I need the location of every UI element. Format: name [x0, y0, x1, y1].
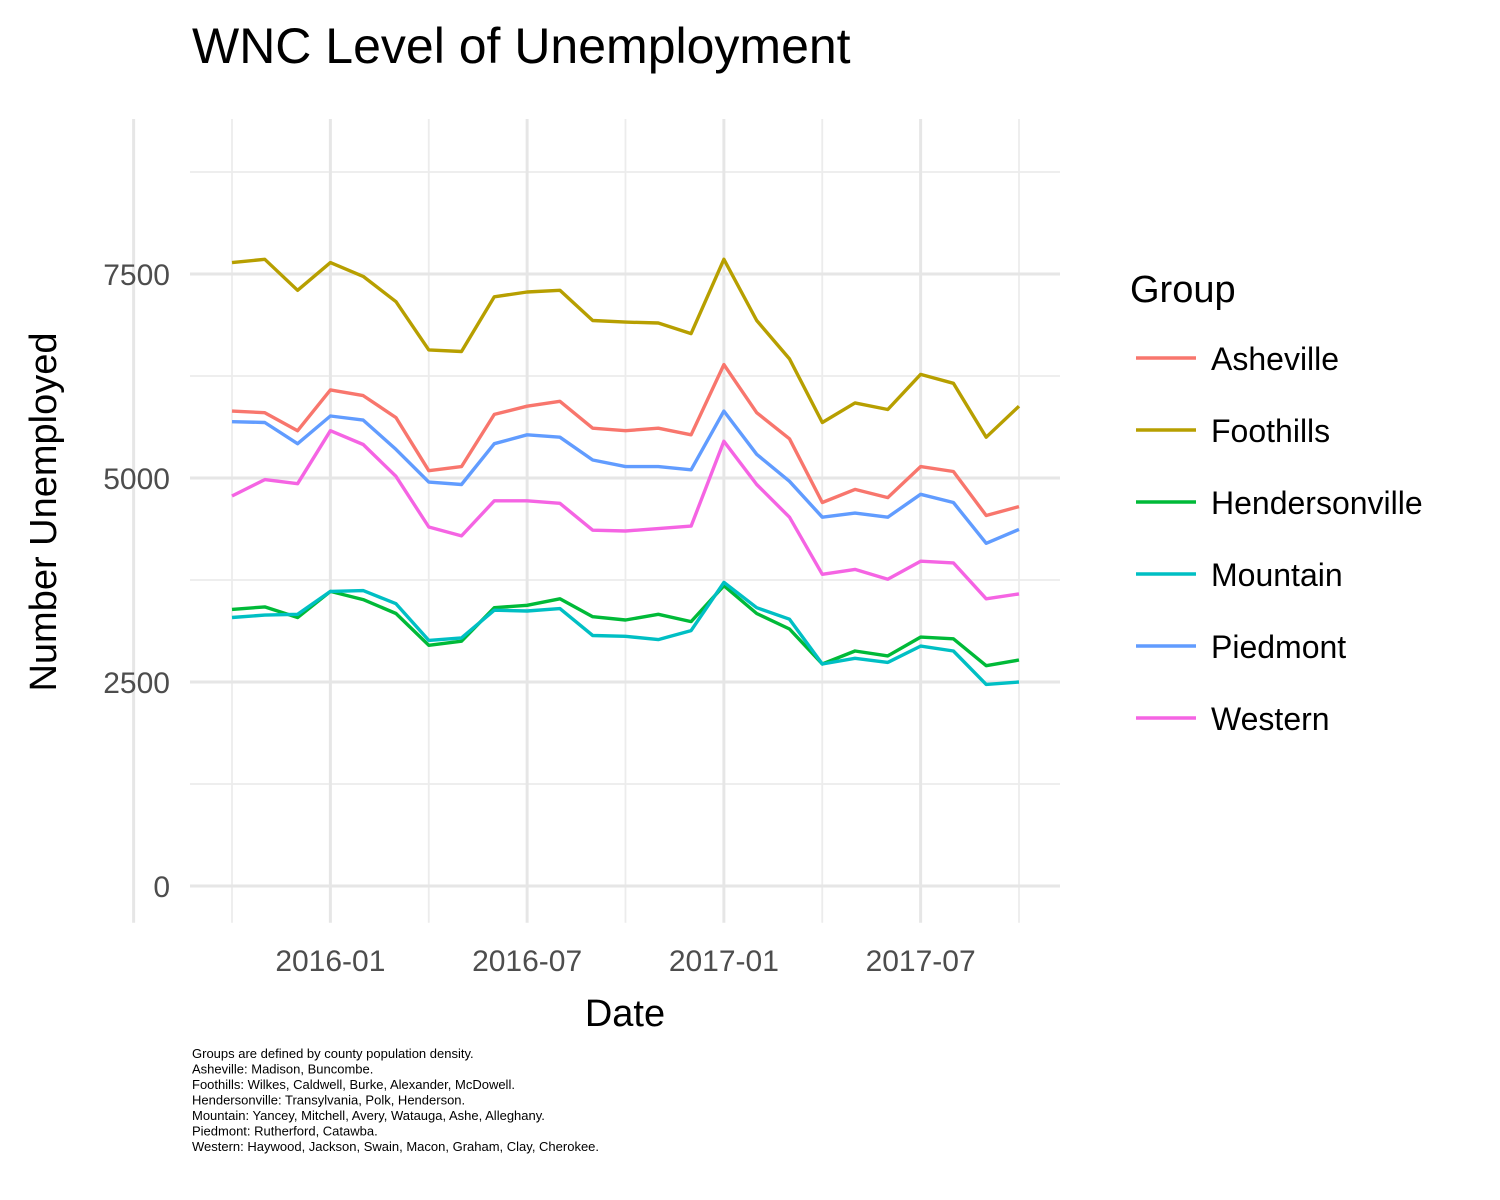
- legend-label-mountain: Mountain: [1211, 557, 1343, 593]
- series-line-piedmont: [231, 409, 1020, 545]
- x-tick-label: 2016-01: [275, 945, 385, 978]
- y-tick-label: 2500: [103, 667, 170, 700]
- legend-items: Asheville Foothills Hendersonville Mountain…: [1136, 341, 1423, 737]
- caption-line: Western: Haywood, Jackson, Swain, Macon,…: [192, 1139, 599, 1154]
- series-line-asheville: [231, 362, 1020, 518]
- minor-gridlines-x: [231, 118, 1020, 923]
- y-tick-label: 5000: [103, 463, 170, 496]
- legend-label-asheville: Asheville: [1211, 341, 1339, 377]
- caption-line: Mountain: Yancey, Mitchell, Avery, Watau…: [192, 1108, 545, 1123]
- plot-panel: [132, 118, 1060, 923]
- legend-label-hendersonville: Hendersonville: [1211, 485, 1423, 521]
- caption-line: Groups are defined by county population …: [192, 1046, 474, 1061]
- x-axis-title: Date: [585, 993, 665, 1035]
- y-tick-label: 0: [153, 871, 170, 904]
- legend-title: Group: [1130, 269, 1236, 311]
- series-line-foothills: [231, 257, 1021, 439]
- legend-label-piedmont: Piedmont: [1211, 629, 1346, 665]
- caption: Groups are defined by county population …: [192, 1046, 599, 1154]
- caption-line: Foothills: Wilkes, Caldwell, Burke, Alex…: [192, 1077, 515, 1092]
- caption-line: Piedmont: Rutherford, Catawba.: [192, 1124, 378, 1139]
- chart-title: WNC Level of Unemployment: [192, 18, 851, 74]
- x-tick-label: 2017-07: [866, 945, 976, 978]
- y-axis-tick-labels: 0 2500 5000 7500: [103, 259, 170, 904]
- y-tick-label: 7500: [103, 259, 170, 292]
- series-line-western: [231, 429, 1020, 601]
- major-gridlines-y: [190, 272, 1060, 888]
- caption-line: Asheville: Madison, Buncombe.: [192, 1062, 373, 1077]
- series-line-hendersonville: [231, 584, 1020, 668]
- y-axis-title: Number Unemployed: [23, 332, 65, 691]
- x-tick-label: 2016-07: [472, 945, 582, 978]
- major-gridlines-x: [132, 118, 923, 923]
- x-axis-tick-labels: 2016-01 2016-07 2017-01 2017-07: [275, 945, 975, 978]
- legend-label-foothills: Foothills: [1211, 413, 1330, 449]
- series-lines: [231, 257, 1021, 687]
- x-tick-label: 2017-01: [669, 945, 779, 978]
- legend: Group Asheville Foothills Hendersonville Mo…: [1130, 269, 1423, 737]
- series-line-mountain: [231, 580, 1020, 687]
- legend-label-western: Western: [1211, 701, 1330, 737]
- caption-line: Hendersonville: Transylvania, Polk, Hend…: [192, 1093, 465, 1108]
